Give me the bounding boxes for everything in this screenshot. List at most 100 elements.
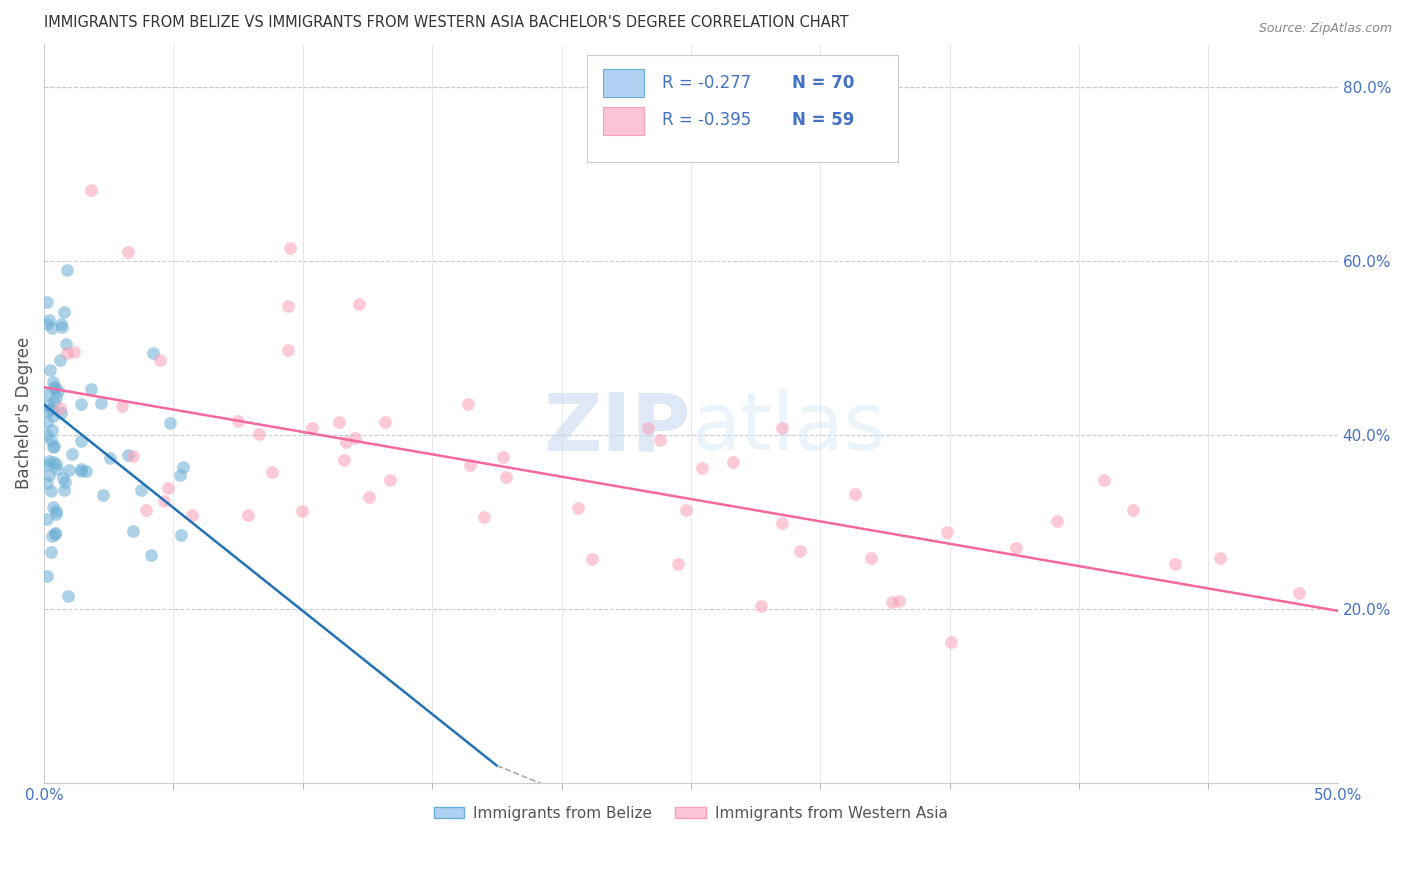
- Text: atlas: atlas: [690, 389, 886, 467]
- Point: [42, 500, 65, 515]
- Point: [236, 508, 259, 523]
- Point: [44, 527, 66, 541]
- Point: [152, 494, 174, 508]
- Point: [51, 317, 73, 331]
- Point: [277, 343, 299, 357]
- Point: [458, 458, 481, 473]
- Point: [359, 491, 381, 505]
- Point: [35, 475, 58, 490]
- Point: [139, 549, 162, 563]
- Point: [117, 244, 139, 259]
- Point: [378, 473, 401, 487]
- Point: [159, 416, 181, 430]
- Point: [48, 384, 70, 398]
- Point: [56, 589, 79, 603]
- Point: [770, 516, 793, 530]
- Point: [260, 466, 283, 480]
- Point: [675, 503, 697, 517]
- Point: [41, 423, 63, 437]
- Point: [39, 544, 62, 558]
- Point: [690, 460, 713, 475]
- Point: [41, 320, 63, 334]
- Text: ZIP: ZIP: [544, 389, 690, 467]
- Point: [42, 409, 65, 423]
- Point: [844, 487, 866, 501]
- Point: [55, 337, 77, 351]
- Point: [70, 434, 93, 449]
- Point: [335, 435, 357, 450]
- Point: [939, 635, 962, 649]
- Point: [668, 558, 690, 572]
- Point: [70, 462, 93, 476]
- Point: [277, 299, 299, 313]
- Point: [472, 510, 495, 524]
- Point: [53, 475, 76, 489]
- Point: [936, 525, 959, 540]
- Y-axis label: Bachelor's Degree: Bachelor's Degree: [15, 337, 32, 490]
- Text: IMMIGRANTS FROM BELIZE VS IMMIGRANTS FROM WESTERN ASIA BACHELOR'S DEGREE CORRELA: IMMIGRANTS FROM BELIZE VS IMMIGRANTS FRO…: [44, 15, 849, 30]
- Point: [35, 568, 58, 582]
- Point: [1288, 586, 1310, 600]
- Point: [492, 450, 515, 464]
- Point: [37, 398, 59, 412]
- Point: [457, 397, 479, 411]
- Point: [172, 459, 194, 474]
- Point: [49, 406, 72, 420]
- Point: [122, 450, 145, 464]
- Point: [42, 381, 65, 395]
- Point: [45, 390, 67, 404]
- Point: [581, 551, 603, 566]
- Point: [181, 508, 204, 522]
- Point: [1005, 541, 1028, 555]
- Point: [343, 431, 366, 445]
- Point: [44, 380, 66, 394]
- Point: [637, 421, 659, 435]
- Point: [226, 414, 249, 428]
- Point: [721, 455, 744, 469]
- Point: [90, 396, 112, 410]
- Point: [42, 441, 65, 455]
- Point: [1046, 514, 1069, 528]
- Point: [79, 382, 101, 396]
- Point: [247, 427, 270, 442]
- Point: [111, 399, 134, 413]
- Point: [38, 313, 60, 327]
- Point: [156, 481, 179, 495]
- Point: [169, 468, 191, 483]
- Point: [129, 483, 152, 497]
- Point: [880, 595, 903, 609]
- Point: [35, 511, 58, 525]
- Point: [751, 599, 773, 613]
- Point: [1209, 551, 1232, 566]
- Point: [887, 593, 910, 607]
- Point: [347, 297, 370, 311]
- Point: [278, 241, 301, 255]
- Point: [1092, 473, 1115, 487]
- Point: [117, 448, 139, 462]
- Point: [39, 484, 62, 499]
- Point: [35, 427, 58, 442]
- Point: [45, 458, 67, 472]
- Text: R = -0.395: R = -0.395: [662, 111, 752, 128]
- Point: [41, 455, 63, 469]
- Legend: Immigrants from Belize, Immigrants from Western Asia: Immigrants from Belize, Immigrants from …: [427, 800, 955, 827]
- Point: [301, 420, 323, 434]
- Point: [70, 397, 93, 411]
- Point: [44, 439, 66, 453]
- FancyBboxPatch shape: [603, 69, 644, 97]
- Text: R = -0.277: R = -0.277: [662, 74, 752, 92]
- Point: [58, 463, 80, 477]
- Point: [328, 415, 350, 429]
- Point: [291, 504, 314, 518]
- Point: [39, 402, 62, 417]
- Point: [38, 467, 60, 482]
- Point: [93, 488, 115, 502]
- Point: [860, 551, 883, 566]
- Point: [98, 450, 121, 465]
- Point: [48, 353, 70, 368]
- Point: [333, 453, 356, 467]
- Point: [122, 524, 145, 538]
- Point: [170, 528, 193, 542]
- Point: [35, 415, 58, 429]
- Point: [1122, 503, 1144, 517]
